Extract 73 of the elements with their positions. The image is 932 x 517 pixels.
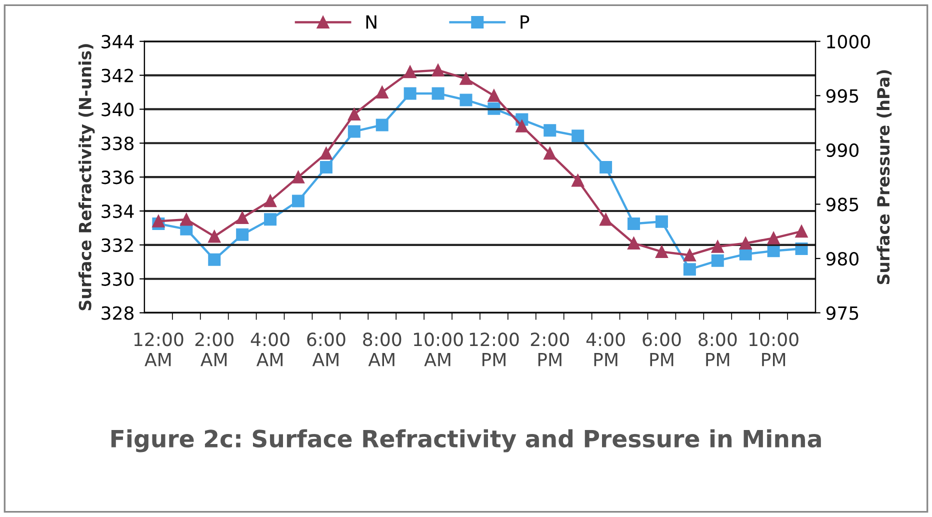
point — [320, 147, 332, 160]
point — [516, 120, 528, 132]
point — [683, 263, 696, 276]
point — [152, 214, 165, 228]
point — [544, 124, 556, 137]
x-tick-label: 10:00 PM — [750, 332, 798, 366]
point — [348, 125, 360, 138]
y-tick-label: 344 — [102, 34, 134, 48]
point — [432, 64, 444, 76]
point — [600, 161, 612, 174]
point — [460, 72, 472, 85]
point — [600, 213, 612, 226]
y-tick-label: 338 — [102, 136, 134, 150]
y-tick-label: 330 — [102, 272, 134, 286]
y-tick-label: 336 — [102, 170, 134, 184]
y-tick-label: 328 — [102, 306, 134, 320]
point — [432, 87, 444, 100]
y2-tick-label: 985 — [826, 198, 858, 212]
y-tick-label: 342 — [102, 68, 133, 82]
point — [628, 236, 640, 250]
point — [236, 228, 249, 241]
point — [180, 213, 193, 226]
point — [292, 194, 304, 208]
x-tick-label: 8:00 PM — [698, 332, 737, 366]
y-tick-label: 334 — [102, 204, 134, 218]
point — [711, 254, 724, 267]
point — [655, 245, 668, 258]
y2-tick-label: 1000 — [827, 34, 870, 48]
point — [348, 108, 360, 121]
point — [208, 253, 221, 266]
point — [208, 230, 221, 243]
point — [655, 215, 668, 228]
x-tick-label: 10:00 AM — [414, 332, 463, 366]
point — [572, 174, 584, 187]
point — [264, 194, 277, 208]
point — [320, 161, 332, 174]
x-tick-label: 12:00 AM — [134, 332, 184, 366]
point — [683, 248, 696, 262]
x-tick-label: 6:00 AM — [307, 332, 346, 366]
point — [628, 218, 640, 230]
y-tick-label: 332 — [102, 238, 133, 252]
y2-tick-label: 975 — [826, 306, 858, 320]
point — [404, 66, 416, 78]
y2-tick-label: 980 — [826, 252, 858, 266]
point — [292, 170, 304, 184]
point — [376, 86, 388, 99]
point — [236, 212, 249, 224]
point — [739, 236, 752, 250]
x-tick-label: 12:00 PM — [470, 332, 519, 366]
x-tick-label: 4:00 PM — [586, 332, 625, 366]
point — [795, 225, 808, 238]
x-tick-label: 6:00 PM — [642, 332, 681, 366]
x-tick-label: 2:00 AM — [195, 332, 234, 366]
y-axis-title: Surface Refractivity (N-unis) — [78, 44, 95, 310]
text: Figure 2c: Surface Refractivity and Pressure in Minna — [111, 429, 821, 452]
x-tick-label: 2:00 PM — [530, 332, 569, 366]
point — [404, 87, 416, 100]
y2-tick-label: 990 — [826, 143, 858, 158]
point — [544, 147, 556, 160]
point — [460, 94, 472, 106]
point — [376, 118, 388, 132]
legend-label: P — [520, 15, 530, 29]
x-tick-label: 4:00 AM — [250, 332, 290, 366]
y2-tick-label: 995 — [826, 89, 858, 103]
point — [488, 89, 500, 102]
y2-axis-title: Surface Pressure (hPa) — [876, 70, 892, 284]
point — [711, 240, 724, 253]
legend-label: N — [366, 15, 376, 29]
point — [572, 130, 584, 142]
point — [767, 232, 780, 244]
point — [264, 213, 277, 226]
x-tick-label: 8:00 AM — [363, 332, 402, 366]
y-tick-label: 340 — [102, 102, 134, 116]
